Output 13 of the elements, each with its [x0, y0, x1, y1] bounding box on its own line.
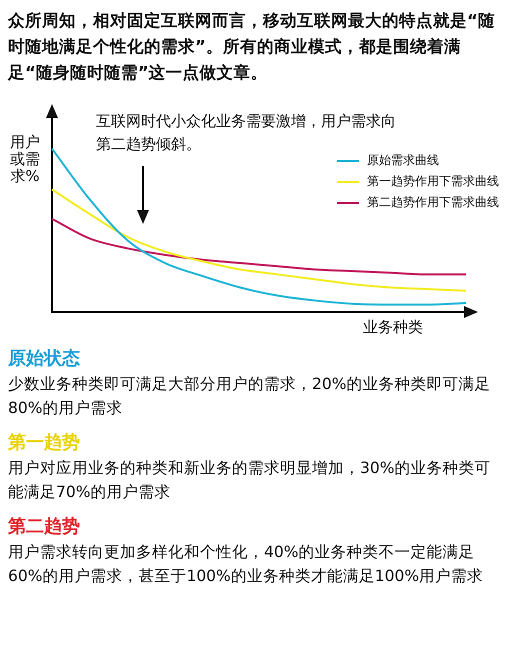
chart-title: 众所周知，相对固定互联网而言，移动互联网最大的特点就是“随时随地满足个性化的需求”。所有的商业模式，都是围绕着满足“随身随时随需”这一点做文章。	[8, 10, 496, 84]
x-axis-title: 业务种类	[363, 318, 423, 337]
legend-label: 原始需求曲线	[367, 152, 439, 169]
annotation: 互联网时代小众化业务需要激增，用户需求向第二趋势倾斜。	[96, 112, 396, 153]
legend-label: 第二趋势作用下需求曲线	[367, 194, 499, 211]
text: 第二趋势	[8, 515, 81, 539]
text: 原始状态	[8, 347, 81, 371]
legend-label: 第一趋势作用下需求曲线	[367, 173, 499, 190]
text: 用户需求转向更加多样化和个性化，40%的业务种类不一定能满足60%的用户需求，甚至于100%的业务种类才能满足100%用户需求	[8, 542, 484, 587]
text: 用户对应用业务的种类和新业务的需求明显增加，30%的业务种类可能满足70%的用户需求	[8, 458, 492, 503]
y-axis-title: 用户或需求%	[10, 133, 40, 185]
text: 少数业务种类即可满足大部分用户的需求，20%的业务种类即可满足80%的用户需求	[8, 374, 492, 419]
text: 第一趋势	[8, 431, 81, 455]
